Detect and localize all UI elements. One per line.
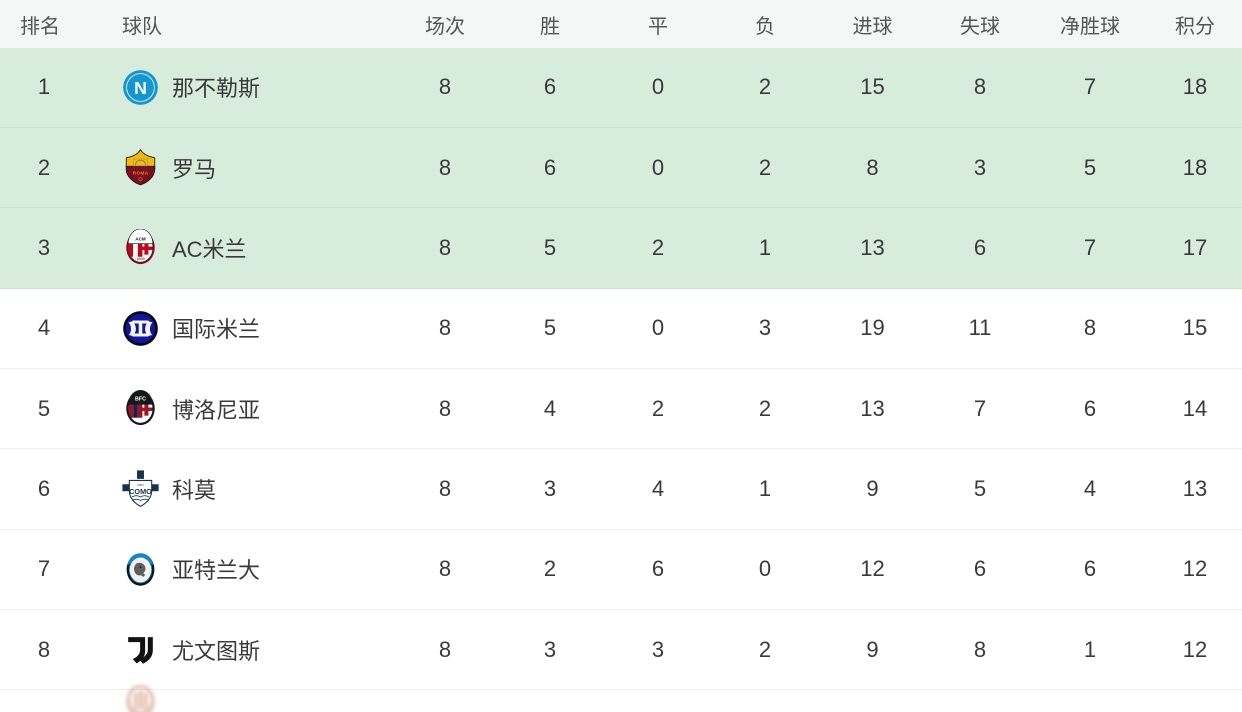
- svg-text:N: N: [134, 78, 147, 98]
- svg-text:BFC: BFC: [135, 397, 146, 403]
- svg-text:COMO: COMO: [129, 487, 152, 496]
- svg-text:ACM: ACM: [135, 237, 146, 242]
- svg-text:1899: 1899: [136, 257, 145, 261]
- svg-text:ROMA: ROMA: [133, 171, 149, 177]
